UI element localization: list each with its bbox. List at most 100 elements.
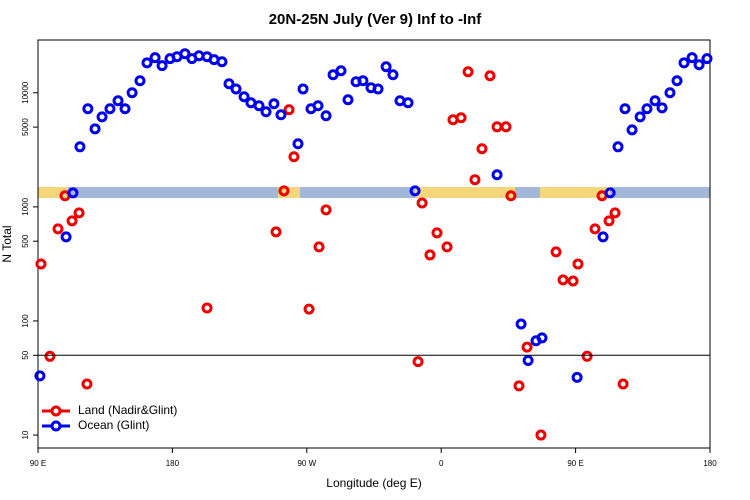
x-tick-label: 90 E: [567, 459, 583, 468]
x-tick-label: 0: [439, 459, 444, 468]
data-point: [589, 223, 601, 235]
data-point: [74, 141, 86, 153]
data-point: [253, 100, 265, 112]
data-point: [641, 103, 653, 115]
data-point: [230, 83, 242, 95]
data-point: [515, 318, 527, 330]
data-point: [283, 104, 295, 116]
data-point: [292, 138, 304, 150]
data-point: [612, 141, 624, 153]
data-point: [44, 350, 56, 362]
legend-label: Ocean (Glint): [78, 418, 149, 432]
data-point: [312, 100, 324, 112]
data-point: [505, 190, 517, 202]
data-point: [484, 70, 496, 82]
data-point: [455, 112, 467, 124]
data-point: [288, 151, 300, 163]
data-point: [35, 258, 47, 270]
data-point: [424, 249, 436, 261]
land-patch: [38, 187, 68, 198]
x-tick-label: 90 E: [30, 459, 46, 468]
data-point: [303, 303, 315, 315]
data-point: [327, 69, 339, 81]
data-point: [82, 103, 94, 115]
data-point: [521, 341, 533, 353]
data-point: [431, 227, 443, 239]
data-point: [357, 75, 369, 87]
data-point: [297, 83, 309, 95]
data-point: [67, 187, 79, 199]
data-point: [603, 215, 615, 227]
data-point: [73, 207, 85, 219]
data-point: [617, 378, 629, 390]
data-point: [609, 207, 621, 219]
data-point: [571, 371, 583, 383]
x-tick-label: 180: [166, 459, 180, 468]
data-point: [701, 53, 713, 65]
data-point: [238, 91, 250, 103]
marks: [34, 48, 713, 441]
data-point: [513, 380, 525, 392]
data-point: [89, 123, 101, 135]
data-point: [112, 95, 124, 107]
data-point: [412, 356, 424, 368]
data-point: [469, 174, 481, 186]
y-tick-label: 1000: [21, 197, 30, 215]
chart-title: 20N-25N July (Ver 9) Inf to -Inf: [269, 11, 483, 28]
data-point: [278, 185, 290, 197]
data-point: [320, 204, 332, 216]
land-patch: [415, 187, 515, 198]
data-point: [572, 258, 584, 270]
x-tick-label: 90 W: [297, 459, 316, 468]
data-point: [557, 274, 569, 286]
data-point: [216, 56, 228, 68]
y-tick-label: 10000: [21, 81, 30, 104]
data-point: [119, 103, 131, 115]
data-point: [686, 52, 698, 64]
data-point: [149, 52, 161, 64]
data-point: [313, 241, 325, 253]
data-point: [550, 246, 562, 258]
data-point: [126, 87, 138, 99]
data-point: [693, 59, 705, 71]
land-patch: [540, 187, 610, 198]
data-point: [678, 57, 690, 69]
data-point: [372, 83, 384, 95]
data-point: [476, 143, 488, 155]
y-axis-label: N Total: [0, 225, 14, 262]
data-point: [409, 185, 421, 197]
data-point: [522, 355, 534, 367]
data-point: [500, 121, 512, 133]
data-point: [402, 97, 414, 109]
data-point: [60, 231, 72, 243]
data-point: [223, 78, 235, 90]
y-tick-label: 50: [21, 350, 30, 359]
data-point: [201, 302, 213, 314]
data-point: [664, 87, 676, 99]
data-point: [567, 275, 579, 287]
data-point: [66, 215, 78, 227]
data-point: [52, 223, 64, 235]
data-point: [581, 350, 593, 362]
data-point: [141, 57, 153, 69]
data-point: [535, 429, 547, 441]
data-point: [536, 332, 548, 344]
data-point: [96, 111, 108, 123]
data-point: [260, 106, 272, 118]
data-point: [387, 69, 399, 81]
data-point: [156, 60, 168, 72]
data-point: [268, 98, 280, 110]
data-point: [441, 241, 453, 253]
y-tick-label: 100: [21, 314, 30, 328]
data-point: [634, 111, 646, 123]
data-point: [416, 197, 428, 209]
data-point: [335, 65, 347, 77]
data-point: [491, 169, 503, 181]
x-tick-label: 180: [703, 459, 717, 468]
data-point: [656, 102, 668, 114]
data-point: [270, 226, 282, 238]
data-point: [626, 124, 638, 136]
data-point: [619, 103, 631, 115]
